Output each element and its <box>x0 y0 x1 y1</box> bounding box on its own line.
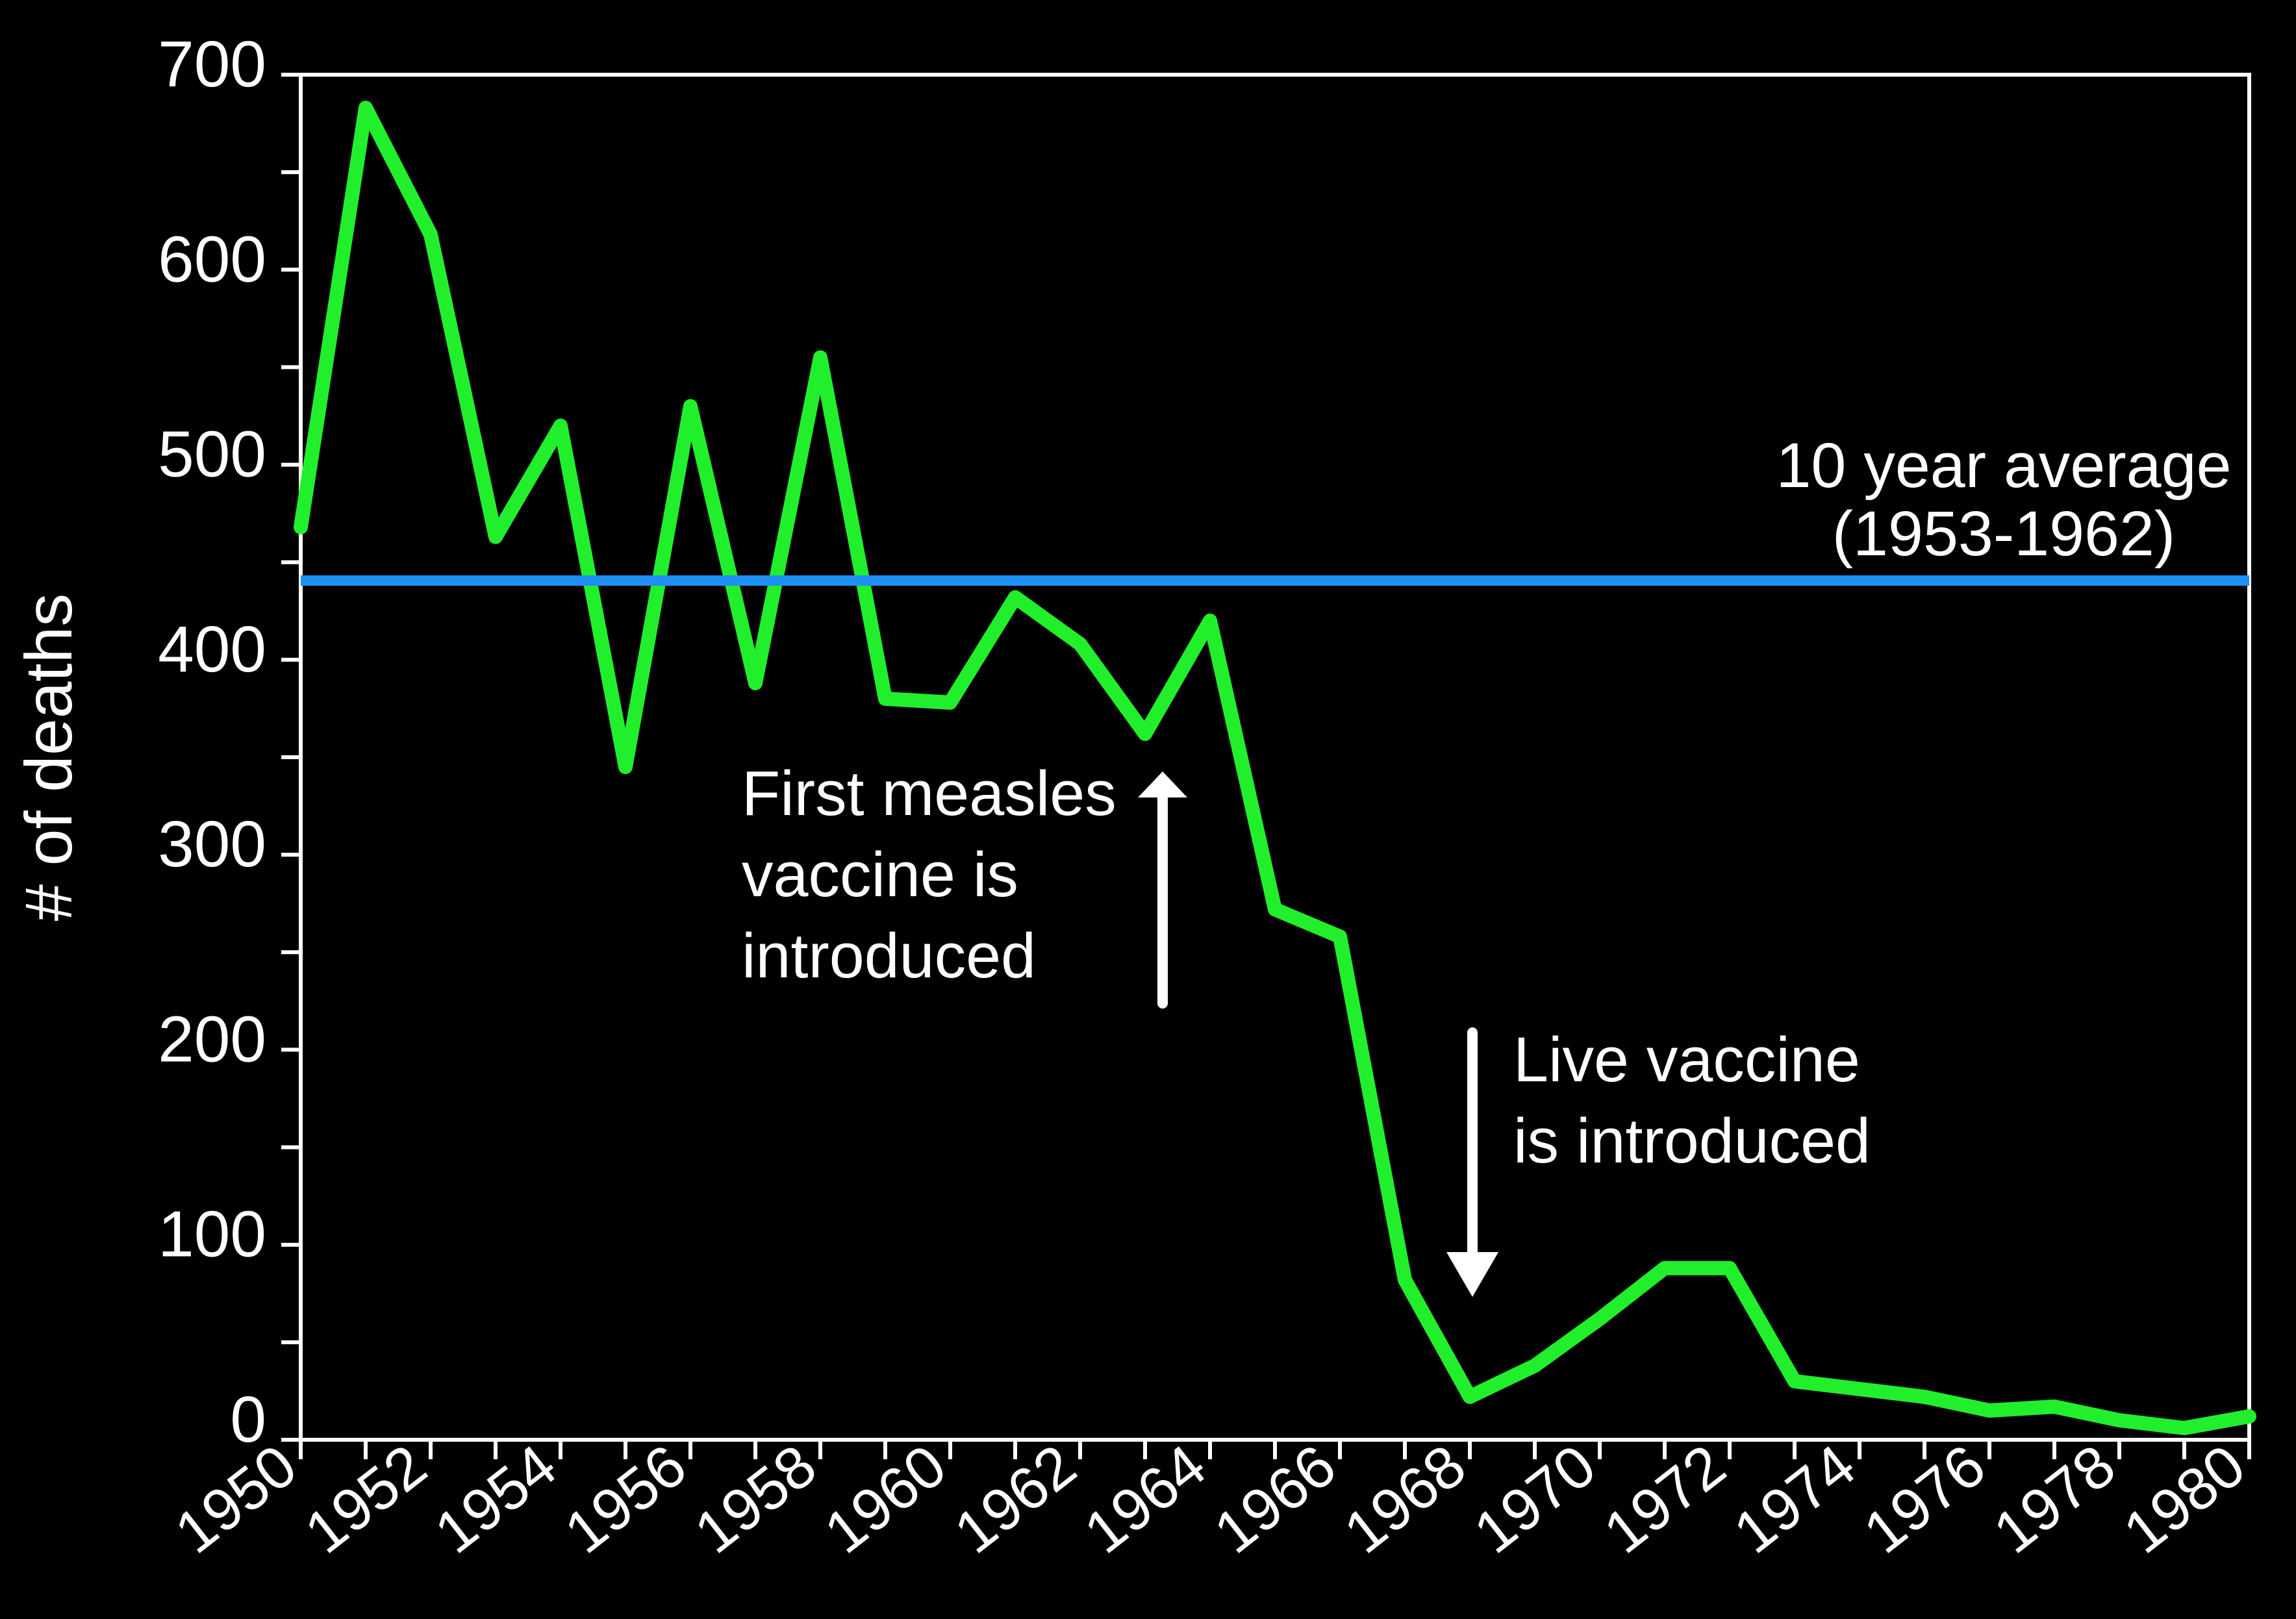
svg-text:vaccine is: vaccine is <box>742 839 1018 910</box>
svg-text:100: 100 <box>158 1198 266 1271</box>
svg-text:400: 400 <box>158 613 266 686</box>
svg-text:500: 500 <box>158 418 266 491</box>
svg-text:First measles: First measles <box>742 758 1116 829</box>
svg-text:200: 200 <box>158 1003 266 1075</box>
svg-text:600: 600 <box>158 223 266 295</box>
svg-text:300: 300 <box>158 808 266 881</box>
svg-text:Live vaccine: Live vaccine <box>1513 1024 1860 1095</box>
svg-text:# of deaths: # of deaths <box>12 594 86 922</box>
svg-text:10 year average: 10 year average <box>1776 430 2231 501</box>
svg-text:introduced: introduced <box>742 920 1036 991</box>
svg-text:700: 700 <box>158 28 266 101</box>
svg-text:(1953-1962): (1953-1962) <box>1832 498 2175 569</box>
svg-text:is introduced: is introduced <box>1513 1105 1871 1176</box>
